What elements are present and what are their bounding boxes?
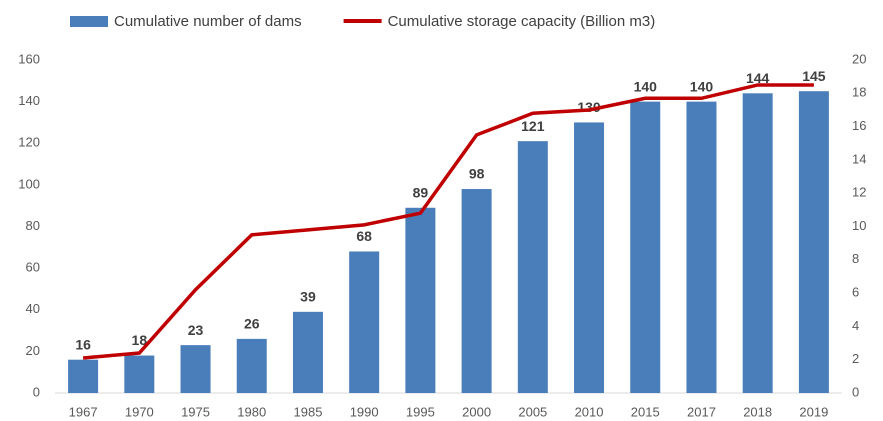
x-tick-label: 2005 <box>518 404 547 419</box>
bar <box>630 101 661 393</box>
bar <box>742 93 773 394</box>
bar <box>124 355 155 393</box>
y2-tick-label: 2 <box>852 351 859 366</box>
x-tick-label: 1980 <box>237 404 266 419</box>
bar <box>180 345 211 393</box>
legend-swatch <box>70 16 108 27</box>
x-tick-label: 1970 <box>125 404 154 419</box>
data-label: 26 <box>244 316 260 332</box>
bar <box>405 207 436 393</box>
data-label: 23 <box>188 322 204 338</box>
x-tick-label: 1975 <box>181 404 210 419</box>
data-label: 16 <box>75 336 91 352</box>
x-tick-label: 1967 <box>69 404 98 419</box>
y2-tick-label: 6 <box>852 285 859 300</box>
y-tick-label: 40 <box>26 301 40 316</box>
bar <box>68 359 99 393</box>
x-tick-label: 1995 <box>406 404 435 419</box>
data-label: 68 <box>356 228 372 244</box>
legend-label: Cumulative number of dams <box>114 13 302 30</box>
bar <box>349 251 380 393</box>
y2-tick-label: 0 <box>852 384 859 399</box>
y2-tick-label: 4 <box>852 318 859 333</box>
bar <box>461 189 492 393</box>
data-label: 144 <box>746 70 770 86</box>
y-tick-label: 100 <box>18 176 40 191</box>
x-tick-label: 1985 <box>294 404 323 419</box>
x-tick-label: 2018 <box>743 404 772 419</box>
y2-tick-label: 14 <box>852 151 866 166</box>
x-tick-label: 1990 <box>350 404 379 419</box>
data-label: 39 <box>300 289 316 305</box>
y-tick-label: 20 <box>26 343 40 358</box>
x-tick-label: 2015 <box>631 404 660 419</box>
y-tick-label: 140 <box>18 93 40 108</box>
bar <box>517 141 548 393</box>
bar <box>574 122 605 393</box>
y-tick-label: 80 <box>26 218 40 233</box>
data-label: 140 <box>690 78 714 94</box>
data-label: 98 <box>469 166 485 182</box>
data-label: 140 <box>634 78 658 94</box>
y-tick-label: 120 <box>18 135 40 150</box>
y-tick-label: 60 <box>26 260 40 275</box>
x-tick-label: 2000 <box>462 404 491 419</box>
y2-tick-label: 8 <box>852 251 859 266</box>
bar <box>292 311 323 393</box>
data-label: 18 <box>132 332 148 348</box>
legend-label: Cumulative storage capacity (Billion m3) <box>388 13 656 30</box>
y2-tick-label: 10 <box>852 218 866 233</box>
bar <box>686 101 717 393</box>
bar <box>798 91 829 393</box>
y2-tick-label: 12 <box>852 185 866 200</box>
bar <box>236 338 267 393</box>
data-label: 145 <box>802 68 826 84</box>
line <box>82 83 814 360</box>
y2-tick-label: 16 <box>852 118 866 133</box>
x-tick-label: 2019 <box>799 404 828 419</box>
x-tick-label: 2017 <box>687 404 716 419</box>
y2-tick-label: 18 <box>852 85 866 100</box>
y2-tick-label: 20 <box>852 51 866 66</box>
y-tick-label: 160 <box>18 51 40 66</box>
data-label: 121 <box>521 118 545 134</box>
y-tick-label: 0 <box>33 384 40 399</box>
x-tick-label: 2010 <box>575 404 604 419</box>
data-label: 89 <box>413 184 429 200</box>
